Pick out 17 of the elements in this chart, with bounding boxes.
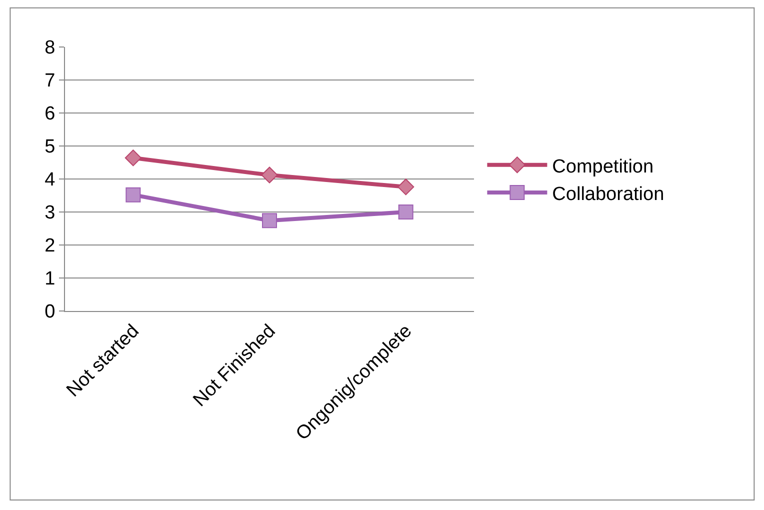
y-tick-label: 5 [44,136,56,158]
point [261,166,278,184]
y-tick-label: 7 [44,70,56,92]
y-tick-label: 6 [44,104,56,125]
y-tick-label: 3 [44,202,56,224]
legend-label: Collaboration [552,184,664,205]
y-tick-label: 0 [44,302,56,323]
point [398,178,414,196]
point [126,187,141,202]
y-tick-label: 4 [44,170,56,191]
legend-label: Competition [552,156,654,178]
point [124,150,142,166]
point [262,213,277,228]
point [398,204,414,220]
y-tick-label: 2 [44,236,56,257]
y-tick-label: 8 [44,38,56,59]
y-tick-label: 1 [44,268,56,290]
